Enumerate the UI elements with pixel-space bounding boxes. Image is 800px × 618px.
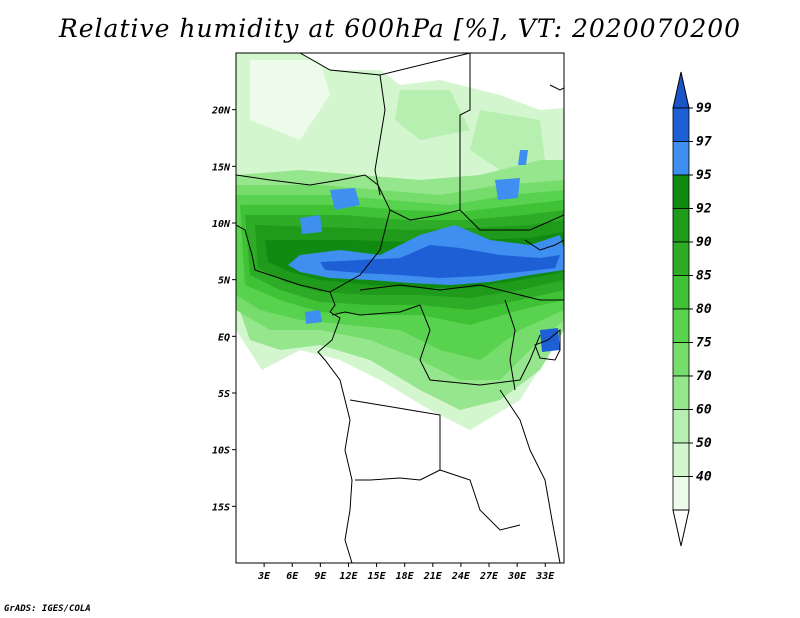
colorbar-label: 70 [696,369,712,384]
colorbar-segment [672,241,690,276]
map-title: Relative humidity at 600hPa [%], VT: 202… [58,14,742,43]
colorbar-segment [672,442,690,477]
lat-tick-label: 20N [211,106,231,117]
colorbar-segment [672,375,690,410]
lat-tick-label: 15S [212,502,230,513]
lat-tick-label: 10S [212,446,230,457]
colorbar-label: 97 [696,135,712,150]
country-borders [236,53,564,563]
colorbar-segment [672,208,690,243]
colorbar-segment [672,107,690,142]
lon-tick-label: 24E [451,571,471,582]
lon-tick-label: 30E [507,571,527,582]
colorbar-label: 90 [696,235,712,250]
colorbar-label: 80 [696,302,712,317]
humidity-field [236,53,564,563]
colorbar-label: 95 [696,168,712,183]
colorbar-segment [672,174,690,209]
colorbar-label: 75 [696,336,712,351]
lat-tick-label: 15N [212,162,231,173]
lon-tick-label: 12E [339,571,358,582]
colorbar-label: 60 [696,403,712,418]
colorbar-segment [672,476,690,511]
colorbar-segment [672,409,690,444]
colorbar-bottom-arrow [672,509,690,547]
colorbar: 99 97 95 92 90 85 80 75 70 60 50 40 [672,71,712,547]
lon-tick-label: 6E [286,571,299,582]
lon-tick-label: 9E [314,571,327,582]
colorbar-segment [672,308,690,343]
colorbar-label: 99 [696,101,712,116]
map-frame [235,52,565,564]
lon-tick-label: 18E [396,571,415,582]
lon-tick-label: 21E [423,571,443,582]
colorbar-label: 85 [696,269,712,284]
colorbar-top-arrow [672,71,690,109]
colorbar-segment [672,342,690,377]
colorbar-label: 92 [696,202,712,217]
latitude-axis: 20N 15N 10N 5N EQ 5S 10S 15S [211,106,236,513]
lat-tick-label: 5S [218,389,230,400]
colorbar-label: 50 [696,436,712,451]
lat-tick-label: 10N [212,219,231,230]
colorbar-segment [672,275,690,310]
grads-credit: GrADS: IGES/COLA [4,604,91,614]
longitude-axis: 3E 6E 9E 12E 15E 18E 21E 24E 27E 30E 33E [257,563,555,582]
lat-tick-label: 5N [218,276,231,287]
lon-tick-label: 33E [535,571,555,582]
lon-tick-label: 27E [479,571,499,582]
lat-tick-label: EQ [218,332,230,343]
lon-tick-label: 3E [257,571,271,582]
colorbar-label: 40 [696,470,712,485]
colorbar-segment [672,141,690,176]
lon-tick-label: 15E [368,571,387,582]
